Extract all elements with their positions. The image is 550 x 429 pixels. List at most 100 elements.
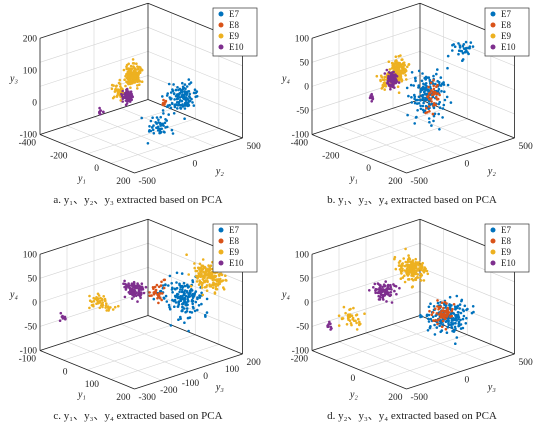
data-point-e7 [432, 74, 435, 78]
data-point-e7 [157, 118, 160, 122]
data-point-e10 [392, 283, 395, 286]
data-point-e7 [174, 301, 178, 304]
data-point-e7 [427, 90, 430, 93]
data-point-e9 [102, 295, 105, 298]
data-point-e7 [420, 79, 424, 83]
data-point-e9 [212, 281, 215, 284]
data-point-e9 [224, 278, 227, 282]
legend-label-e8: E8 [229, 20, 239, 30]
z-tick-label: -100 [292, 347, 310, 357]
data-point-e7 [459, 49, 462, 53]
data-point-e10 [387, 82, 390, 86]
data-point-e7 [438, 128, 441, 131]
data-point-e7 [156, 126, 159, 130]
data-point-e9 [196, 274, 200, 278]
data-point-e9 [351, 318, 355, 321]
data-point-e9 [107, 306, 110, 310]
data-point-e10 [142, 291, 146, 295]
data-point-e7 [179, 295, 182, 298]
data-point-e9 [358, 320, 361, 324]
data-point-e7 [192, 306, 195, 310]
data-point-e8 [150, 294, 153, 297]
data-point-e7 [458, 303, 462, 306]
data-point-e7 [413, 122, 417, 125]
axis-frame-edge [39, 315, 149, 351]
x-tick-label: -400 [291, 139, 309, 149]
data-point-e8 [438, 93, 441, 97]
data-point-e8 [160, 280, 163, 284]
legend-label-e9: E9 [229, 247, 239, 257]
data-point-e8 [446, 310, 449, 313]
data-point-e9 [198, 272, 201, 276]
data-point-e7 [192, 91, 196, 95]
data-point-e7 [425, 76, 429, 79]
gridline [382, 344, 491, 380]
data-point-e9 [113, 305, 117, 309]
x-tick-label: 0 [94, 164, 99, 174]
data-point-e9 [222, 286, 225, 289]
data-point-e9 [114, 88, 117, 91]
data-point-e7 [183, 289, 187, 292]
data-point-e7 [190, 288, 193, 291]
data-point-e7 [427, 117, 431, 120]
data-point-e10 [132, 280, 136, 284]
data-point-e7 [409, 83, 413, 87]
data-point-e7 [186, 291, 189, 294]
data-point-e9 [402, 61, 406, 64]
data-point-e7 [421, 108, 425, 112]
data-point-e9 [126, 74, 130, 78]
data-point-e7 [420, 315, 424, 318]
x-tick-label: 200 [116, 177, 131, 187]
data-point-e9 [409, 260, 412, 264]
data-point-e9 [337, 314, 341, 318]
data-point-e7 [425, 98, 428, 102]
y-tick-label: 500 [519, 358, 534, 368]
data-point-e9 [409, 270, 413, 273]
data-point-e9 [201, 293, 205, 297]
data-point-e7 [140, 116, 143, 120]
data-point-e9 [423, 269, 427, 272]
data-point-e8 [430, 89, 433, 92]
data-point-e7 [459, 318, 462, 322]
data-point-e8 [161, 101, 165, 105]
data-point-e7 [166, 92, 169, 95]
gridline [39, 27, 149, 63]
data-point-e9 [416, 276, 420, 279]
data-point-e7 [168, 103, 171, 107]
x-tick-label: 200 [116, 393, 131, 403]
data-point-e10 [130, 98, 133, 102]
data-point-e9 [206, 279, 209, 283]
data-point-e8 [434, 319, 437, 322]
data-point-e9 [200, 286, 204, 289]
data-point-e7 [180, 99, 184, 103]
data-point-e10 [384, 291, 387, 294]
data-point-e9 [401, 276, 405, 279]
data-point-e9 [396, 64, 400, 68]
data-point-e7 [436, 68, 439, 71]
data-point-e7 [187, 98, 190, 102]
data-point-e8 [431, 311, 435, 314]
legend-label-e10: E10 [501, 258, 516, 268]
data-point-e7 [465, 316, 468, 320]
data-point-e7 [187, 329, 190, 333]
data-point-e7 [444, 306, 447, 309]
data-point-e7 [171, 291, 174, 294]
data-point-e7 [170, 282, 173, 285]
data-point-e10 [128, 286, 132, 290]
data-point-e8 [152, 293, 156, 296]
data-point-e9 [219, 277, 222, 281]
data-point-e7 [169, 91, 173, 94]
legend-marker-e7 [490, 11, 496, 17]
scatter-points [58, 253, 228, 333]
data-point-e10 [372, 286, 375, 289]
data-point-e7 [453, 305, 457, 309]
legend-marker-e9 [218, 249, 224, 255]
data-point-e9 [401, 58, 404, 61]
data-point-e7 [445, 331, 449, 335]
gridline [365, 332, 461, 372]
data-point-e9 [200, 283, 204, 287]
data-point-e7 [414, 116, 418, 119]
data-point-e7 [444, 320, 448, 324]
